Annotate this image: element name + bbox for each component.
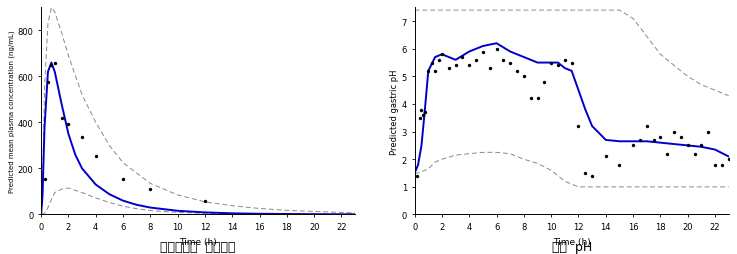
Point (491, 47, 503, 52)
Y-axis label: Predicted mean plasma concentration (ng/mL): Predicted mean plasma concentration (ng/… (8, 30, 15, 193)
Point (436, 53, 448, 57)
Point (682, 144, 694, 148)
Point (518, 75, 530, 79)
Point (702, 130, 714, 134)
Point (661, 152, 673, 156)
Point (552, 64, 564, 68)
Point (450, 64, 461, 68)
Point (90, 154, 102, 158)
Point (419, 111, 431, 115)
X-axis label: Time (h): Time (h) (553, 237, 590, 246)
Point (613, 163, 625, 167)
Point (416, 108, 427, 112)
Point (634, 138, 646, 142)
Point (641, 124, 653, 129)
Point (525, 97, 537, 101)
Point (429, 70, 441, 74)
Point (63, 122, 74, 126)
Point (709, 163, 721, 167)
Point (654, 136, 666, 140)
Point (566, 61, 578, 65)
Point (586, 174, 598, 178)
Point (484, 67, 496, 71)
Point (422, 70, 434, 74)
Point (504, 61, 516, 65)
Point (464, 64, 475, 68)
Point (573, 124, 584, 129)
X-axis label: Time (h): Time (h) (179, 237, 217, 246)
Text: 테고프라잨  혁중농도: 테고프라잨 혁중농도 (161, 240, 236, 253)
Point (411, 174, 423, 178)
Point (443, 67, 455, 71)
Point (675, 136, 687, 140)
Point (497, 58, 509, 62)
Point (38, 177, 50, 181)
Point (42, 81, 54, 85)
Point (539, 81, 551, 85)
Point (414, 116, 426, 120)
Point (531, 97, 543, 101)
Point (579, 171, 591, 176)
Point (76, 136, 88, 140)
Point (600, 155, 612, 159)
Point (456, 56, 468, 60)
Point (470, 58, 482, 62)
Point (716, 163, 727, 167)
Point (696, 144, 708, 148)
Point (144, 187, 156, 192)
Y-axis label: Predicted gastric pH: Predicted gastric pH (390, 69, 399, 154)
Point (199, 199, 211, 203)
Point (417, 114, 429, 118)
Point (433, 58, 444, 62)
Point (627, 144, 639, 148)
Point (117, 177, 129, 181)
Point (49, 61, 60, 65)
Point (648, 138, 660, 142)
Text: 위산  pH: 위산 pH (551, 240, 592, 253)
Point (668, 130, 680, 134)
Point (511, 70, 523, 74)
Point (723, 157, 735, 162)
Point (56, 116, 68, 120)
Point (545, 61, 557, 65)
Point (559, 58, 570, 62)
Point (426, 61, 438, 65)
Point (477, 50, 489, 54)
Point (46, 64, 57, 68)
Point (688, 152, 700, 156)
